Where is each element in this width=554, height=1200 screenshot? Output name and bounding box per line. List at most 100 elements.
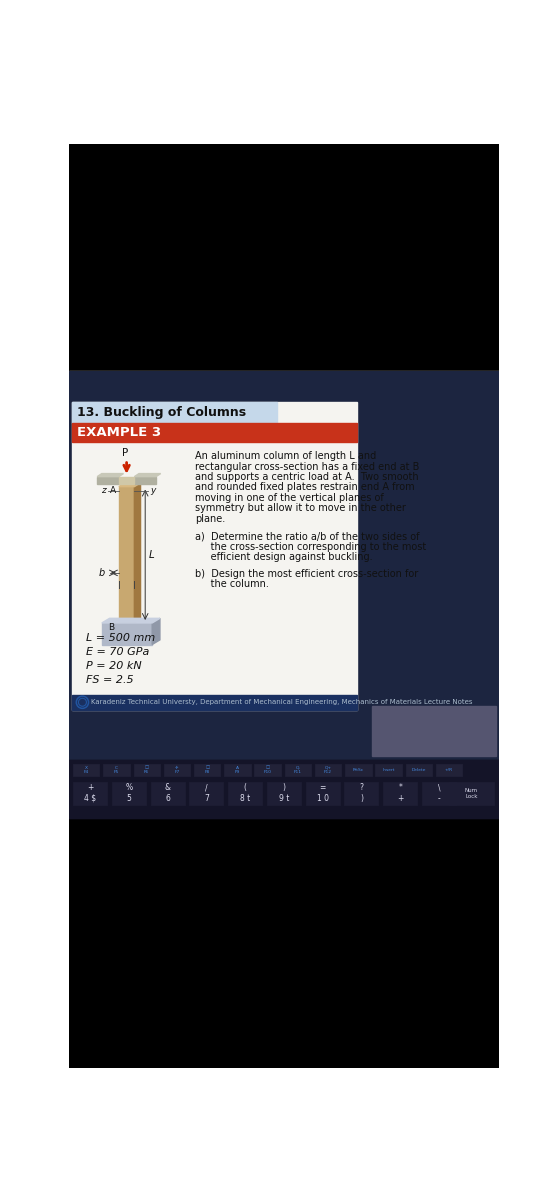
Bar [102, 623, 152, 644]
Bar [69, 760, 499, 817]
Bar [135, 476, 156, 485]
Text: □
F6: □ F6 [144, 766, 150, 774]
Bar [73, 402, 357, 710]
Bar [267, 781, 301, 805]
Bar [254, 764, 281, 776]
Bar [73, 781, 107, 805]
Text: Insert: Insert [382, 768, 395, 772]
Text: B: B [108, 623, 114, 632]
Text: /
7: / 7 [204, 784, 209, 803]
Text: z: z [101, 486, 106, 494]
Bar [69, 760, 499, 817]
Bar [73, 422, 357, 442]
Text: PrtSc: PrtSc [353, 768, 364, 772]
Bar [224, 764, 250, 776]
Text: L = 500 mm: L = 500 mm [86, 632, 156, 643]
Text: =
1 0: = 1 0 [317, 784, 329, 803]
Text: □
F8: □ F8 [204, 766, 210, 774]
Text: ✈
F7: ✈ F7 [175, 766, 179, 774]
Text: *
+: * + [397, 784, 403, 803]
Bar [383, 781, 417, 805]
Text: C
F5: C F5 [114, 766, 119, 774]
Bar [73, 764, 100, 776]
Bar [73, 695, 357, 710]
Bar [376, 764, 402, 776]
Polygon shape [152, 618, 160, 644]
Text: FS = 2.5: FS = 2.5 [86, 674, 134, 684]
Bar [285, 764, 311, 776]
Bar [194, 764, 220, 776]
Bar [406, 764, 432, 776]
Text: (
8 t: ( 8 t [240, 784, 250, 803]
Text: ?
): ? ) [360, 784, 363, 803]
Bar [69, 371, 499, 395]
Text: An aluminum column of length L and: An aluminum column of length L and [195, 451, 376, 461]
Polygon shape [119, 482, 141, 487]
Text: and rounded fixed plates restrain end A from: and rounded fixed plates restrain end A … [195, 482, 414, 492]
Text: □
F10: □ F10 [264, 766, 271, 774]
Polygon shape [135, 474, 161, 476]
Bar [449, 781, 494, 805]
Text: X
F4: X F4 [84, 766, 89, 774]
Text: Num
Lock: Num Lock [465, 787, 478, 798]
Text: E = 70 GPa: E = 70 GPa [86, 647, 150, 656]
Text: )
9 t: ) 9 t [279, 784, 289, 803]
Text: EXAMPLE 3: EXAMPLE 3 [77, 426, 161, 439]
Bar [422, 781, 456, 805]
Bar [315, 764, 341, 776]
Bar [164, 764, 190, 776]
Text: the cross-section corresponding to the most: the cross-section corresponding to the m… [195, 542, 426, 552]
Text: plane.: plane. [195, 514, 225, 523]
Circle shape [80, 700, 85, 704]
Bar [345, 781, 378, 805]
Bar [151, 781, 184, 805]
Bar [97, 476, 119, 485]
Text: A: A [110, 486, 116, 494]
Bar [69, 371, 499, 764]
Bar [119, 487, 135, 623]
Bar [69, 817, 499, 1068]
Text: b)  Design the most efficient cross-section for: b) Design the most efficient cross-secti… [195, 569, 418, 580]
Text: moving in one of the vertical planes of: moving in one of the vertical planes of [195, 493, 383, 503]
Bar [372, 706, 495, 756]
Text: Q-
F11: Q- F11 [294, 766, 302, 774]
Text: the column.: the column. [195, 580, 269, 589]
Text: Karadeniz Technical Universty, Department of Mechanical Engineering, Mechanics o: Karadeniz Technical Universty, Departmen… [91, 700, 473, 706]
Bar [189, 781, 223, 805]
Text: symmetry but allow it to move in the other: symmetry but allow it to move in the oth… [195, 503, 406, 514]
Text: %
5: % 5 [125, 784, 132, 803]
Bar [112, 781, 146, 805]
Text: b: b [99, 568, 105, 578]
Text: +
4 $: + 4 $ [84, 784, 96, 803]
Bar [134, 764, 160, 776]
Circle shape [79, 698, 86, 706]
Bar [104, 764, 130, 776]
Text: L: L [148, 550, 154, 559]
Bar [228, 781, 262, 805]
Text: \
-: \ - [438, 784, 440, 803]
Text: rectangular cross-section has a fixed end at B: rectangular cross-section has a fixed en… [195, 462, 419, 472]
Bar [73, 402, 277, 422]
Text: efficient design against buckling.: efficient design against buckling. [195, 552, 372, 563]
Text: a)  Determine the ratio a/b of the two sides of: a) Determine the ratio a/b of the two si… [195, 532, 419, 541]
Circle shape [78, 697, 87, 707]
Text: A
F9: A F9 [235, 766, 240, 774]
Text: y: y [150, 486, 155, 494]
Text: 13. Buckling of Columns: 13. Buckling of Columns [77, 406, 246, 419]
Polygon shape [135, 482, 141, 623]
Text: Delete: Delete [412, 768, 426, 772]
Text: P: P [122, 448, 128, 458]
Bar [69, 144, 499, 371]
Bar [436, 764, 462, 776]
Circle shape [76, 696, 89, 708]
Bar [119, 476, 135, 485]
Polygon shape [97, 474, 124, 476]
Text: P = 20 kN: P = 20 kN [86, 661, 142, 671]
Polygon shape [102, 618, 160, 623]
Text: Q+
F12: Q+ F12 [324, 766, 332, 774]
Text: +/R: +/R [445, 768, 453, 772]
Bar [345, 764, 372, 776]
Text: and supports a centric load at A.  Two smooth: and supports a centric load at A. Two sm… [195, 472, 418, 482]
Bar [306, 781, 340, 805]
Text: &
6: & 6 [165, 784, 171, 803]
